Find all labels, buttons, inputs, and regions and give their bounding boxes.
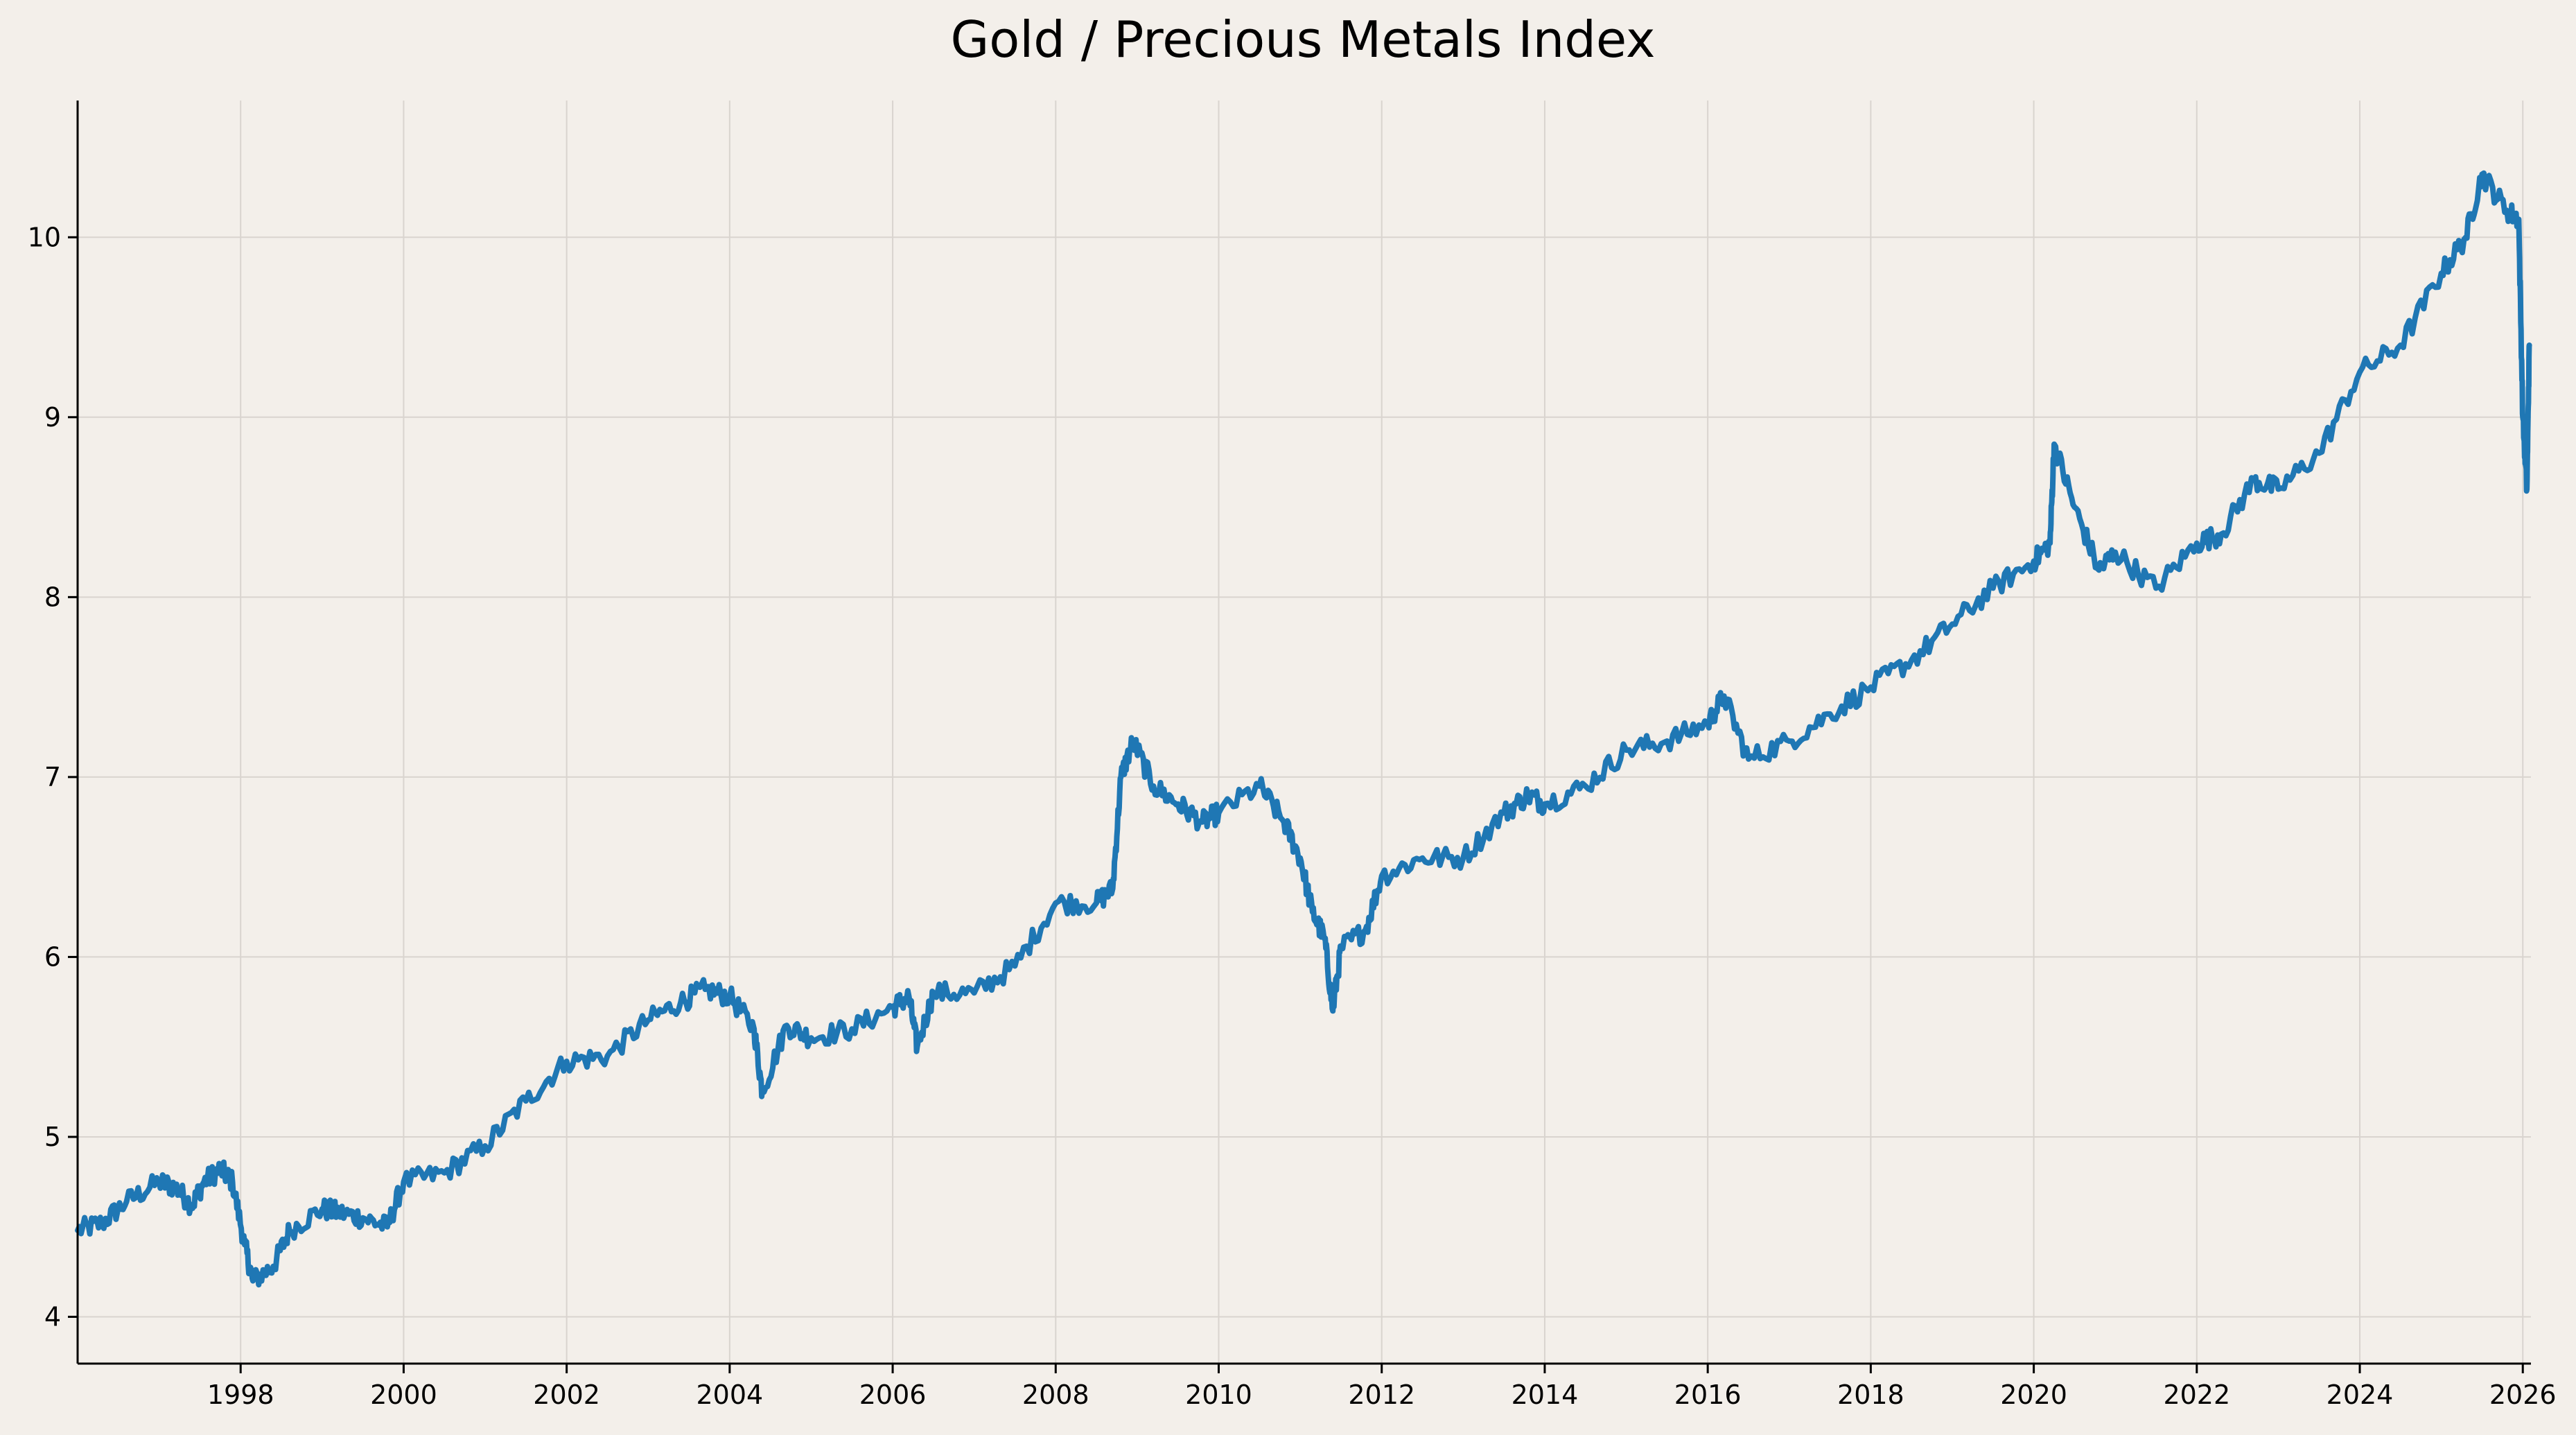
x-tick-label: 2020 [2000, 1380, 2067, 1410]
x-tick-label: 2016 [1674, 1380, 1742, 1410]
y-tick-label: 8 [44, 582, 61, 612]
x-tick-label: 1998 [207, 1380, 274, 1410]
x-tick-label: 2014 [1512, 1380, 1579, 1410]
x-tick-label: 2004 [696, 1380, 764, 1410]
x-tick-label: 2000 [370, 1380, 437, 1410]
x-tick-label: 2022 [2163, 1380, 2230, 1410]
y-tick-label: 9 [44, 402, 61, 433]
axes [76, 101, 2531, 1365]
x-tick-label: 2008 [1022, 1380, 1089, 1410]
x-tick-label: 2018 [1837, 1380, 1904, 1410]
y-tick-label: 7 [44, 762, 61, 792]
x-tick-label: 2012 [1348, 1380, 1415, 1410]
x-tick-label: 2002 [533, 1380, 600, 1410]
y-tick-label: 10 [28, 222, 61, 252]
x-tick-label: 2010 [1185, 1380, 1252, 1410]
y-tick-label: 5 [44, 1122, 61, 1152]
chart-title: Gold / Precious Metals Index [950, 10, 1655, 69]
series-layer [75, 170, 2532, 1288]
y-tick-label: 4 [44, 1302, 61, 1332]
x-tick-label: 2024 [2327, 1380, 2394, 1410]
y-tick-label: 6 [44, 941, 61, 972]
x-axis-ticks: 1998 2000 2002 2004 2006 2008 2010 2012 2014 2016… [207, 1364, 2557, 1410]
series-line [75, 170, 2532, 1288]
x-tick-label: 2026 [2489, 1380, 2557, 1410]
grid [78, 101, 2531, 1364]
x-tick-label: 2006 [859, 1380, 927, 1410]
y-axis-ticks: 4 5 6 7 8 9 10 [28, 222, 78, 1332]
